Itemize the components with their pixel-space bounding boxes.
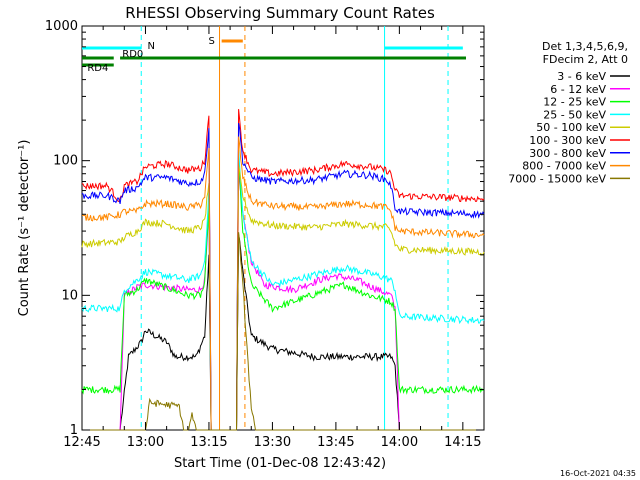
series-line-100-300-kev — [81, 109, 485, 431]
plot-frame — [81, 25, 485, 431]
y-tick-label: 10 — [61, 288, 78, 303]
y-axis: 1 10 100 1000 — [45, 19, 484, 438]
x-axis: 12:45 13:00 13:15 13:30 13:45 14:00 14:15 — [63, 26, 485, 450]
y-tick-label: 100 — [53, 154, 78, 169]
series-lines — [81, 109, 485, 431]
x-axis-label: Start Time (01-Dec-08 12:43:42) — [174, 456, 386, 471]
x-tick-label: 13:15 — [190, 435, 227, 450]
series-line-300-800-kev — [81, 123, 485, 431]
legend-header-line: FDecim 2, Att 0 — [543, 53, 628, 66]
generated-timestamp: 16-Oct-2021 04:35 — [560, 469, 636, 478]
legend: Det 1,3,4,5,6,9,FDecim 2, Att 0 3 - 6 keV… — [508, 40, 630, 185]
chart-title: RHESSI Observing Summary Count Rates — [125, 4, 435, 22]
series-line-12-25-kev — [81, 158, 485, 431]
legend-entry-50-100-kev: 50 - 100 keV — [536, 121, 606, 134]
x-tick-label: 13:45 — [317, 435, 354, 450]
legend-entry-3-6-kev: 3 - 6 keV — [557, 70, 606, 83]
x-tick-label: 14:00 — [381, 435, 418, 450]
series-line-6-12-kev — [82, 170, 484, 431]
annotation-label: N — [147, 41, 154, 52]
legend-entry-12-25-kev: 12 - 25 keV — [543, 96, 606, 109]
x-tick-label: 14:15 — [444, 435, 481, 450]
mode-annotations: RD0 RD4 N S — [82, 36, 466, 74]
y-axis-label: Count Rate (s⁻¹ detector⁻¹) — [17, 140, 32, 317]
series-line-25-50-kev — [81, 149, 485, 431]
annotation-label: RD0 — [122, 49, 143, 60]
legend-entry-7000-15000-kev: 7000 - 15000 keV — [508, 172, 606, 185]
series-line-800-7000-kev — [81, 136, 485, 431]
annotation-label: RD4 — [87, 63, 108, 74]
x-tick-label: 13:30 — [254, 435, 291, 450]
series-line-3-6-kev — [82, 234, 484, 431]
series-line-7000-15000-kev — [82, 232, 484, 431]
legend-entry-800-7000-kev: 800 - 7000 keV — [522, 160, 606, 173]
x-tick-label: 12:45 — [63, 435, 100, 450]
legend-header-line: Det 1,3,4,5,6,9, — [542, 40, 628, 53]
legend-entry-300-800-kev: 300 - 800 keV — [529, 147, 606, 160]
y-tick-label: 1000 — [45, 19, 78, 34]
legend-entry-6-12-kev: 6 - 12 keV — [550, 83, 606, 96]
series-line-50-100-kev — [81, 165, 485, 431]
legend-entry-25-50-kev: 25 - 50 keV — [543, 108, 606, 121]
y-tick-label: 1 — [70, 423, 78, 438]
annotation-label: S — [208, 36, 214, 47]
x-tick-label: 13:00 — [127, 435, 164, 450]
legend-entry-100-300-kev: 100 - 300 keV — [529, 134, 606, 147]
